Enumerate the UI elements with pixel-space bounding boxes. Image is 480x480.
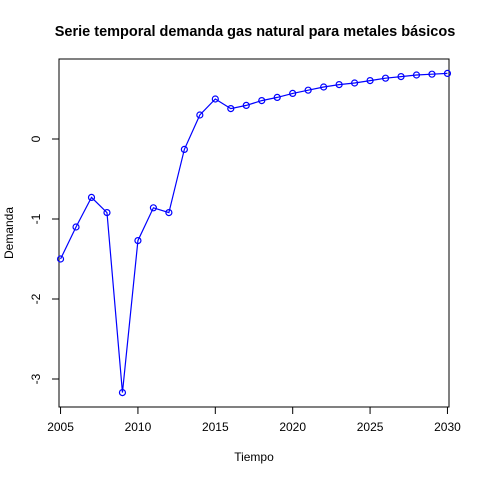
chart-title: Serie temporal demanda gas natural para … — [55, 24, 456, 40]
data-point — [180, 145, 188, 153]
x-axis: 2005 2010 2015 2020 2025 2030 — [47, 407, 461, 434]
x-tick-label: 2005 — [47, 420, 74, 434]
data-point — [134, 237, 142, 245]
data-point — [350, 79, 359, 87]
data-point — [273, 93, 281, 102]
data-point — [103, 209, 111, 217]
data-point — [258, 96, 266, 105]
y-tick-label: -3 — [29, 373, 43, 384]
data-point — [289, 89, 297, 98]
data-point — [412, 71, 421, 79]
x-axis-label: Tiempo — [234, 450, 274, 464]
data-point — [72, 223, 80, 231]
data-point — [149, 204, 158, 212]
data-point — [304, 86, 312, 94]
y-axis: -3 -2 -1 0 — [29, 135, 59, 384]
x-tick-label: 2020 — [279, 420, 306, 434]
data-point — [335, 80, 343, 89]
y-tick-label: -2 — [29, 293, 43, 304]
data-point — [118, 389, 127, 397]
y-tick-label: 0 — [29, 135, 43, 142]
data-point — [165, 209, 173, 217]
x-tick-label: 2025 — [357, 420, 384, 434]
y-axis-label: Demanda — [2, 207, 16, 259]
plot-frame — [58, 58, 450, 408]
x-tick-label: 2010 — [125, 420, 152, 434]
data-point — [397, 72, 405, 81]
data-point — [196, 111, 204, 119]
data-point — [366, 76, 374, 85]
data-point — [211, 95, 219, 103]
data-point — [87, 193, 96, 201]
x-tick-label: 2015 — [202, 420, 229, 434]
y-tick-label: -1 — [29, 213, 43, 224]
x-tick-label: 2030 — [434, 420, 461, 434]
data-point — [381, 74, 390, 82]
data-point — [56, 255, 65, 263]
series-line — [60, 72, 448, 393]
series-layer — [56, 69, 452, 397]
data-point — [320, 83, 328, 91]
data-point — [443, 69, 452, 78]
data-point — [227, 104, 235, 113]
data-point — [242, 101, 250, 110]
data-point — [428, 70, 436, 78]
